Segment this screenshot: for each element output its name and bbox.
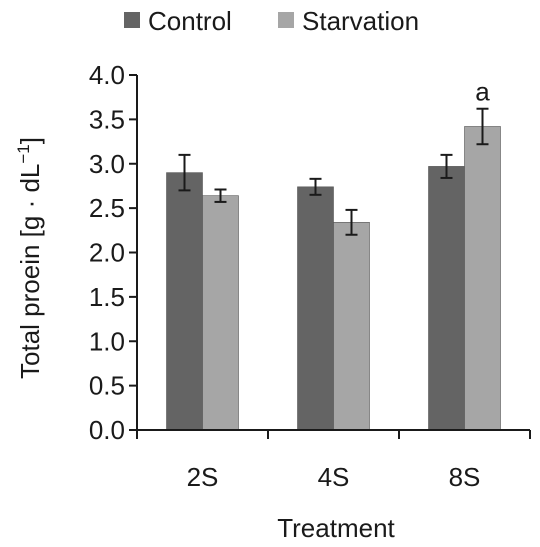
legend-swatch-control: [124, 12, 140, 28]
x-category-label: 2S: [187, 462, 219, 492]
x-axis-title: Treatment: [277, 513, 395, 543]
bar-control-8s: [428, 166, 465, 431]
bar-control-2s: [166, 172, 203, 431]
y-axis-title-main: Total proein [g · dL: [15, 164, 45, 379]
y-axis-ticks: 0.0 0.5 1.0 1.5 2.0 2.5 3.0 3.5 4.0: [89, 60, 137, 445]
bars: [166, 126, 501, 431]
y-tick-label: 0.5: [89, 371, 125, 401]
y-tick-label: 2.5: [89, 193, 125, 223]
annotations: a: [475, 77, 490, 107]
y-tick-label: 4.0: [89, 60, 125, 90]
legend: Control Starvation: [124, 6, 419, 36]
x-category-label: 8S: [449, 462, 481, 492]
y-tick-label: 2.0: [89, 238, 125, 268]
bar-control-4s: [297, 186, 334, 431]
y-axis-title-superscript: −1: [14, 144, 33, 163]
y-tick-label: 3.0: [89, 149, 125, 179]
y-tick-label: 1.0: [89, 326, 125, 356]
x-axis-ticks: 2S 4S 8S: [136, 430, 531, 492]
bar-starvation-8s: [464, 126, 501, 431]
bar-starvation-4s: [333, 222, 370, 431]
error-bars: [178, 107, 489, 236]
x-category-label: 4S: [318, 462, 350, 492]
y-axis-title-close: ]: [15, 137, 45, 144]
significance-label: a: [475, 77, 490, 107]
legend-label-control: Control: [148, 6, 232, 36]
legend-swatch-starvation: [278, 12, 294, 28]
y-axis-title: Total proein [g · dL−1]: [14, 137, 45, 379]
legend-label-starvation: Starvation: [302, 6, 419, 36]
y-tick-label: 1.5: [89, 282, 125, 312]
bar-starvation-2s: [202, 195, 239, 431]
y-tick-label: 3.5: [89, 104, 125, 134]
y-tick-label: 0.0: [89, 415, 125, 445]
